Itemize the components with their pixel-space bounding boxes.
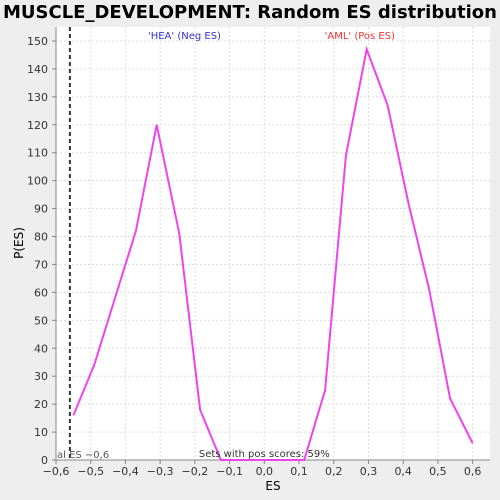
x-tick-label: 0,1 <box>290 465 308 478</box>
y-tick-label: 30 <box>34 370 48 383</box>
x-tick-label: −0,3 <box>147 465 174 478</box>
chart-title: MUSCLE_DEVELOPMENT: Random ES distributi… <box>3 2 497 23</box>
y-tick-label: 100 <box>27 175 48 188</box>
x-tick-label: −0,4 <box>112 465 139 478</box>
x-tick-label: 0,5 <box>429 465 447 478</box>
y-tick-label: 0 <box>41 454 48 467</box>
x-tick-label: −0,6 <box>43 465 70 478</box>
y-tick-label: 60 <box>34 286 48 299</box>
plot-area <box>56 27 490 460</box>
x-tick-label: 0,3 <box>360 465 378 478</box>
x-tick-label: 0,4 <box>394 465 412 478</box>
y-tick-label: 120 <box>27 119 48 132</box>
y-tick-label: 110 <box>27 147 48 160</box>
y-tick-label: 90 <box>34 203 48 216</box>
series-layer <box>72 45 474 461</box>
actual-es-label: al ES −0,6 <box>57 450 109 461</box>
y-tick-label: 80 <box>34 231 48 244</box>
x-tick-label: −0,1 <box>216 465 243 478</box>
y-tick-label: 150 <box>27 35 48 48</box>
x-tick-label: 0,2 <box>325 465 343 478</box>
pos-es-label: 'AML' (Pos ES) <box>325 31 395 42</box>
y-tick-label: 20 <box>34 398 48 411</box>
y-tick-label: 40 <box>34 342 48 355</box>
pos-scores-label: Sets with pos scores: 59% <box>199 449 330 460</box>
y-tick-label: 140 <box>27 63 48 76</box>
x-tick-label: 0,6 <box>464 465 482 478</box>
x-tick-label: −0,2 <box>182 465 209 478</box>
x-tick-label: −0,5 <box>77 465 104 478</box>
y-tick-label: 70 <box>34 258 48 271</box>
y-tick-label: 130 <box>27 91 48 104</box>
x-axis-title: ES <box>265 479 280 493</box>
y-tick-label: 50 <box>34 314 48 327</box>
series-line <box>72 45 474 461</box>
grid <box>55 27 490 461</box>
y-axis-title: P(ES) <box>12 227 26 259</box>
y-tick-label: 10 <box>34 426 48 439</box>
annotations: 'HEA' (Neg ES) 'AML' (Pos ES) al ES −0,6 Se… <box>57 31 395 461</box>
x-tick-label: 0,0 <box>256 465 274 478</box>
neg-es-label: 'HEA' (Neg ES) <box>148 31 221 42</box>
